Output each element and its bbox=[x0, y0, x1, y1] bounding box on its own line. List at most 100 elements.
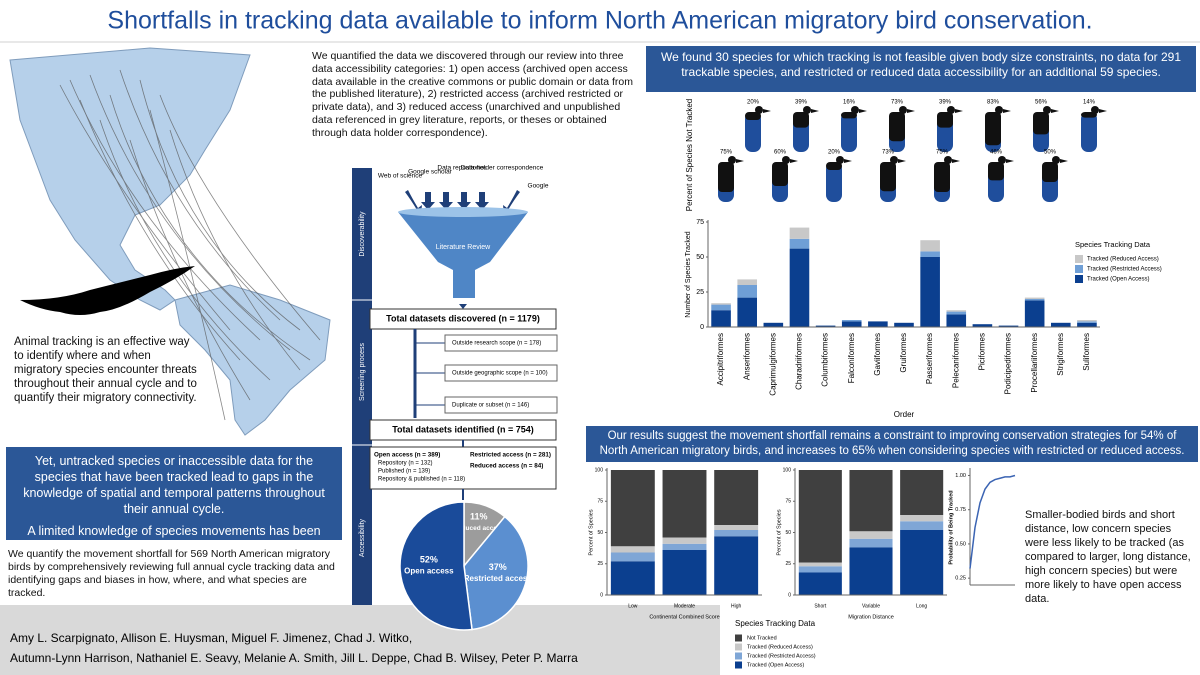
bird-percent: 14% bbox=[1083, 100, 1096, 106]
bar-segment bbox=[714, 525, 759, 530]
bird-head bbox=[1043, 106, 1051, 114]
exclusion: Outside geographic scope (n = 100) bbox=[452, 371, 548, 377]
arrow bbox=[459, 298, 467, 309]
bird-untracked bbox=[826, 162, 842, 170]
bird-beak bbox=[859, 109, 867, 113]
flowchart: Discoverability Screening process Access… bbox=[352, 165, 558, 630]
x-tick-label: Caprimulgiformes bbox=[768, 333, 777, 396]
bar-segment bbox=[1024, 300, 1045, 327]
funnel-label: Literature Review bbox=[436, 244, 491, 251]
flow-branches bbox=[415, 342, 445, 406]
bird-head bbox=[782, 156, 790, 164]
bar-segment bbox=[763, 322, 784, 327]
authors: Autumn-Lynn Harrison, Nathaniel E. Seavy… bbox=[10, 651, 578, 665]
y-tick-label: 25 bbox=[696, 289, 704, 296]
bird-untracked bbox=[889, 112, 905, 142]
legend-label: Tracked (Open Access) bbox=[747, 662, 804, 668]
source-label: Web of science bbox=[378, 173, 423, 180]
bar-segment bbox=[1077, 321, 1097, 323]
legend-swatch bbox=[735, 634, 742, 642]
bar-segment bbox=[737, 279, 757, 285]
flow-box bbox=[444, 364, 558, 382]
bird-head bbox=[998, 156, 1006, 164]
bar-segment bbox=[1051, 322, 1071, 327]
bar-segment bbox=[789, 227, 810, 239]
bird-head bbox=[1052, 156, 1060, 164]
x-tick-label: High bbox=[731, 603, 742, 609]
x-tick-label: Moderate bbox=[674, 603, 695, 609]
bird-percent: 50% bbox=[1044, 150, 1057, 156]
bird-head bbox=[947, 106, 955, 114]
legend-label: Tracked (Restricted Access) bbox=[747, 653, 816, 659]
bar-segment bbox=[737, 285, 757, 298]
footer-band bbox=[0, 605, 720, 675]
x-tick-label: Strigiformes bbox=[1056, 333, 1065, 376]
legend-swatch bbox=[1075, 275, 1083, 283]
bar-segment bbox=[849, 470, 893, 532]
bird-untracked bbox=[718, 162, 734, 192]
y-tick-label: 1.00 bbox=[955, 473, 966, 479]
legend-label: Tracked (Reduced Access) bbox=[1087, 257, 1159, 263]
open-sub: Published (n = 139) bbox=[378, 469, 430, 475]
pie-value-label: 11% bbox=[470, 511, 488, 521]
pie-category-label: Open access bbox=[404, 566, 454, 575]
pie-value-label: 37% bbox=[489, 562, 507, 572]
bar-segment bbox=[900, 521, 944, 530]
bird-silhouette bbox=[20, 266, 195, 315]
y-tick-label: 25 bbox=[597, 561, 603, 567]
bird-percent: 73% bbox=[891, 100, 904, 106]
shortfall-box: Yet, untracked species or inaccessible d… bbox=[6, 447, 342, 554]
bar-segment bbox=[946, 310, 967, 312]
bar-segment bbox=[972, 324, 993, 327]
bird-untracked bbox=[841, 112, 857, 119]
bar-segment bbox=[1024, 299, 1045, 301]
bar-segment bbox=[798, 572, 842, 595]
x-tick-label: Piciformes bbox=[978, 333, 987, 370]
bird-untracked bbox=[988, 162, 1004, 181]
bird-head bbox=[728, 156, 736, 164]
legend-title: Species Tracking Data bbox=[735, 619, 816, 628]
open-sub: Repository (n = 132) bbox=[378, 461, 433, 467]
bird-body bbox=[826, 162, 842, 202]
bird-untracked bbox=[934, 162, 950, 192]
y-tick-label: 75 bbox=[597, 499, 603, 505]
y-tick-label: 75 bbox=[785, 499, 791, 505]
stage-label: Accessibility bbox=[359, 518, 366, 557]
x-tick-label: Suliformes bbox=[1082, 333, 1091, 371]
flow-box bbox=[444, 334, 558, 352]
box-paragraph: A limited knowledge of species movements… bbox=[27, 524, 321, 554]
bird-untracked bbox=[793, 112, 809, 128]
x-tick-label: Procellariiformes bbox=[1030, 333, 1039, 393]
x-tick-label: Short bbox=[814, 603, 827, 609]
bar-segment bbox=[815, 325, 836, 327]
bird-beak bbox=[1006, 159, 1014, 163]
bird-beak bbox=[898, 159, 906, 163]
legend-swatch bbox=[735, 661, 742, 669]
probability-curve bbox=[969, 474, 1016, 569]
authors: Amy L. Scarpignato, Allison E. Huysman, … bbox=[10, 631, 412, 645]
pie-category-label: Reduced access bbox=[453, 525, 504, 532]
intro-text: Animal tracking is an effective way to i… bbox=[14, 336, 197, 404]
source-label: Data-holder correspondence bbox=[461, 165, 544, 172]
y-tick-label: 100 bbox=[595, 467, 604, 473]
exclusion: Outside research scope (n = 178) bbox=[452, 341, 541, 347]
bird-untracked bbox=[1042, 162, 1058, 182]
bar-segment bbox=[946, 314, 967, 327]
bar-segment bbox=[711, 303, 731, 305]
bar-segment bbox=[714, 530, 759, 537]
open-sub: Repository & published (n = 118) bbox=[378, 477, 465, 483]
bird-percent: 39% bbox=[795, 100, 808, 106]
bar-segment bbox=[1024, 297, 1045, 299]
bird-percent: 20% bbox=[747, 100, 760, 106]
bird-beak bbox=[763, 109, 771, 113]
bird-percent: 83% bbox=[987, 100, 1000, 106]
y-tick-label: 0 bbox=[788, 592, 791, 598]
legend-swatch bbox=[1075, 265, 1083, 273]
bird-percent: 75% bbox=[720, 150, 733, 156]
bar-segment bbox=[900, 515, 944, 522]
methods-text: We quantified the data we discovered thr… bbox=[312, 50, 633, 139]
bar-segment bbox=[849, 538, 893, 548]
y-tick-label: 100 bbox=[783, 467, 792, 473]
x-tick-label: Low bbox=[628, 603, 638, 609]
bird-head bbox=[890, 156, 898, 164]
